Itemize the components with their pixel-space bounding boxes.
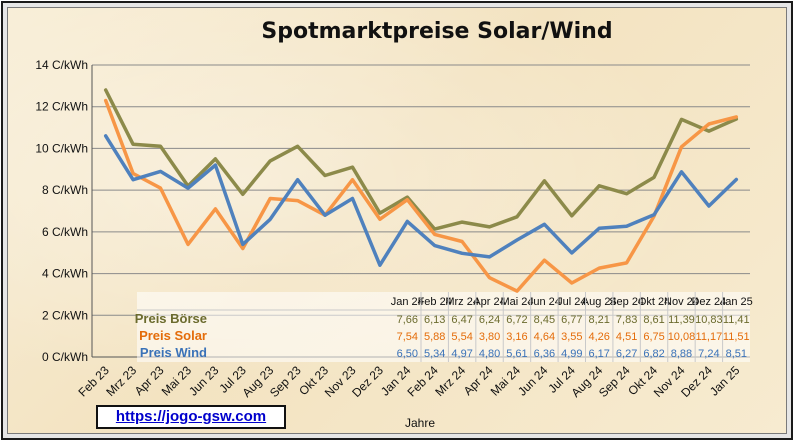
y-tick-label: 14 C/kWh bbox=[35, 58, 88, 72]
table-cell: 10,08 bbox=[668, 331, 696, 343]
x-tick-label: Jun 23 bbox=[186, 363, 222, 399]
table-cell: 3,80 bbox=[479, 331, 500, 343]
chart-background bbox=[7, 7, 787, 434]
table-cell: 6,75 bbox=[643, 331, 664, 343]
table-cell: 6,27 bbox=[616, 348, 637, 360]
table-cell: 11,39 bbox=[668, 314, 695, 326]
x-tick-label: Mai 23 bbox=[159, 363, 195, 399]
table-cell: 5,61 bbox=[506, 348, 527, 360]
x-tick-label: Mrz 23 bbox=[103, 363, 139, 399]
x-tick-label: Dez 23 bbox=[349, 363, 386, 400]
table-cell: 5,88 bbox=[424, 331, 445, 343]
x-tick-label: Sep 23 bbox=[267, 363, 304, 400]
y-tick-label: 6 C/kWh bbox=[42, 225, 88, 239]
table-column-header: Aug 24 bbox=[582, 296, 617, 308]
y-tick-label: 4 C/kWh bbox=[42, 267, 88, 281]
table-cell: 11,41 bbox=[723, 314, 750, 326]
table-cell: 5,34 bbox=[424, 348, 445, 360]
x-tick-label: Mai 24 bbox=[488, 363, 524, 399]
table-cell: 10,83 bbox=[695, 314, 723, 326]
table-row-label: Preis Börse bbox=[135, 311, 207, 326]
x-tick-label: Dez 24 bbox=[678, 363, 715, 400]
y-tick-label: 0 C/kWh bbox=[42, 350, 88, 364]
table-column-header: Nov 24 bbox=[664, 296, 699, 308]
table-column-header: Jul 24 bbox=[557, 296, 586, 308]
table-cell: 7,83 bbox=[616, 314, 637, 326]
table-column-header: Jun 24 bbox=[528, 296, 561, 308]
table-cell: 6,82 bbox=[643, 348, 664, 360]
table-column-header: Okt 24 bbox=[638, 296, 670, 308]
x-tick-label: Feb 24 bbox=[405, 363, 442, 400]
y-tick-label: 12 C/kWh bbox=[35, 100, 88, 114]
table-cell: 11,17 bbox=[696, 331, 723, 343]
x-tick-label: Mrz 24 bbox=[432, 363, 468, 399]
website-link[interactable]: https://jogo-gsw.com bbox=[96, 405, 286, 429]
series-line bbox=[103, 98, 739, 293]
table-column-header: Feb 24 bbox=[418, 296, 452, 308]
table-column-header: Jan 24 bbox=[391, 296, 424, 308]
table-cell: 8,61 bbox=[643, 314, 664, 326]
table-cell: 4,26 bbox=[588, 331, 609, 343]
table-column-header: Dez 24 bbox=[691, 296, 726, 308]
table-cell: 11,51 bbox=[723, 331, 750, 343]
table-cell: 6,50 bbox=[397, 348, 418, 360]
table-row-label: Preis Solar bbox=[139, 328, 207, 343]
x-tick-label: Jun 24 bbox=[515, 363, 551, 399]
table-cell: 4,51 bbox=[616, 331, 637, 343]
table-cell: 7,54 bbox=[397, 331, 418, 343]
y-axis-ticks: 0 C/kWh 2 C/kWh 4 C/kWh 6 C/kWh 8 C/kWh 10 C/… bbox=[35, 58, 88, 364]
table-panel bbox=[137, 292, 750, 362]
x-tick-label: Feb 23 bbox=[76, 363, 113, 400]
table-cell: 7,24 bbox=[698, 348, 719, 360]
table-cell: 8,88 bbox=[671, 348, 692, 360]
y-tick-label: 8 C/kWh bbox=[42, 183, 88, 197]
x-axis-label: Jahre bbox=[405, 416, 435, 430]
table-cell: 8,51 bbox=[726, 348, 747, 360]
table-cell: 4,80 bbox=[479, 348, 500, 360]
series-line bbox=[103, 88, 739, 231]
table-column-header: Sep 24 bbox=[609, 296, 644, 308]
table-cell: 3,55 bbox=[561, 331, 582, 343]
table-cell: 6,47 bbox=[451, 314, 472, 326]
table-column-header: Apr 24 bbox=[473, 296, 505, 308]
table-column-header: Jan 25 bbox=[720, 296, 753, 308]
table-cell: 6,17 bbox=[588, 348, 609, 360]
table-cell: 6,24 bbox=[479, 314, 500, 326]
x-tick-label: Sep 24 bbox=[596, 363, 633, 400]
table-cell: 4,64 bbox=[534, 331, 555, 343]
table-cell: 4,97 bbox=[451, 348, 472, 360]
table-row-label: Preis Wind bbox=[140, 345, 207, 360]
y-tick-label: 10 C/kWh bbox=[35, 141, 88, 155]
table-column-header: Mrz 24 bbox=[445, 296, 479, 308]
table-cell: 3,16 bbox=[506, 331, 527, 343]
series-line bbox=[103, 134, 739, 267]
chart-title: Spotmarktpreise Solar/Wind bbox=[261, 19, 612, 44]
table-cell: 6,13 bbox=[424, 314, 445, 326]
table-cell: 4,99 bbox=[561, 348, 582, 360]
table-cell: 6,77 bbox=[561, 314, 582, 326]
x-tick-label: Jan 25 bbox=[707, 363, 743, 399]
table-cell: 7,66 bbox=[397, 314, 418, 326]
table-cell: 8,21 bbox=[588, 314, 609, 326]
table-cell: 6,36 bbox=[534, 348, 555, 360]
table-cell: 6,72 bbox=[506, 314, 527, 326]
series-lines bbox=[103, 88, 739, 293]
table-cell: 8,45 bbox=[534, 314, 555, 326]
table-cell: 5,54 bbox=[451, 331, 472, 343]
y-tick-label: 2 C/kWh bbox=[42, 308, 88, 322]
table-column-header: Mai 24 bbox=[500, 296, 533, 308]
